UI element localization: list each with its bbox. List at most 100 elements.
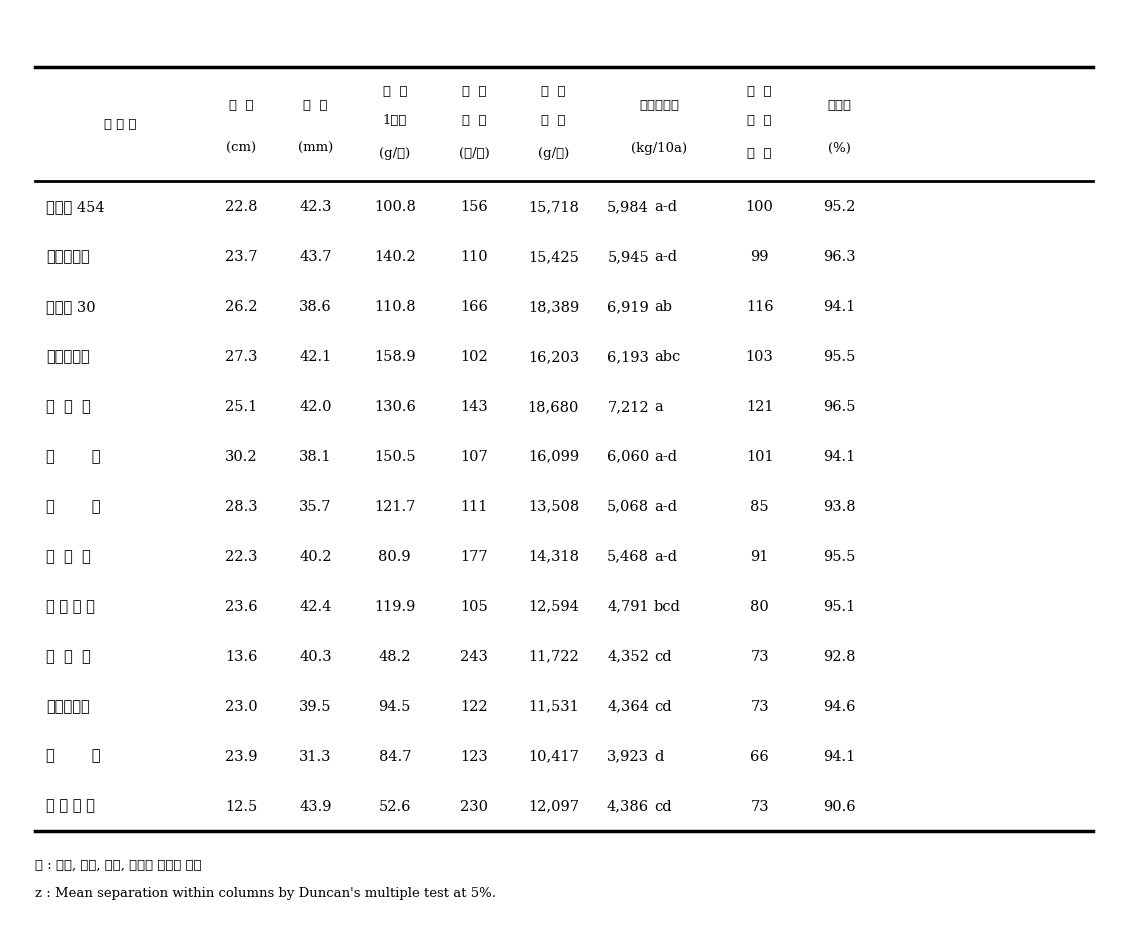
Text: 품 종 명: 품 종 명 <box>104 118 136 131</box>
Text: 94.6: 94.6 <box>822 699 855 713</box>
Text: (g/개): (g/개) <box>379 147 411 160</box>
Text: 84.7: 84.7 <box>379 749 411 763</box>
Text: 93.8: 93.8 <box>822 499 855 513</box>
Text: 143: 143 <box>460 400 488 413</box>
Text: 243: 243 <box>460 649 488 663</box>
Text: 111: 111 <box>460 499 487 513</box>
Text: 177: 177 <box>460 549 488 564</box>
Text: 상  품: 상 품 <box>748 85 772 98</box>
Text: (kg/10a): (kg/10a) <box>632 142 687 155</box>
Text: 35.7: 35.7 <box>299 499 332 513</box>
Text: 백        옥: 백 옥 <box>46 749 100 763</box>
Text: 101: 101 <box>746 449 774 464</box>
Text: 100: 100 <box>746 200 774 213</box>
Text: 94.1: 94.1 <box>823 300 855 313</box>
Text: 녹        봉: 녹 봉 <box>46 499 100 513</box>
Text: 12,097: 12,097 <box>528 799 579 813</box>
Text: 42.4: 42.4 <box>299 599 332 613</box>
Text: 15,718: 15,718 <box>528 200 579 213</box>
Text: (g/주): (g/주) <box>538 147 569 160</box>
Text: 1과중: 1과중 <box>382 113 407 127</box>
Text: 100.8: 100.8 <box>373 200 416 213</box>
Text: 150.5: 150.5 <box>374 449 415 464</box>
Text: 123: 123 <box>460 749 488 763</box>
Text: 23.6: 23.6 <box>226 599 257 613</box>
Text: 과  중: 과 중 <box>541 113 565 127</box>
Text: 80.9: 80.9 <box>379 549 411 564</box>
Text: 5,068: 5,068 <box>607 499 649 513</box>
Text: 오  돌  이: 오 돌 이 <box>46 649 91 663</box>
Text: 나가레이시: 나가레이시 <box>46 699 90 713</box>
Text: 18,389: 18,389 <box>528 300 579 313</box>
Text: 14,318: 14,318 <box>528 549 579 564</box>
Text: (%): (%) <box>828 142 851 155</box>
Text: 92.8: 92.8 <box>822 649 855 663</box>
Text: 40.3: 40.3 <box>299 649 332 663</box>
Text: 43.9: 43.9 <box>299 799 332 813</box>
Text: 121.7: 121.7 <box>374 499 415 513</box>
Text: z : Mean separation within columns by Duncan's multiple test at 5%.: z : Mean separation within columns by Du… <box>35 886 496 899</box>
Text: 18,680: 18,680 <box>528 400 579 413</box>
Text: 상품율: 상품율 <box>827 99 851 112</box>
Text: 22.3: 22.3 <box>226 549 257 564</box>
Text: a-d: a-d <box>654 499 677 513</box>
Text: 39.5: 39.5 <box>299 699 332 713</box>
Text: 5,984: 5,984 <box>607 200 649 213</box>
Text: 13,508: 13,508 <box>528 499 579 513</box>
Text: cd: cd <box>654 799 672 813</box>
Text: 94.1: 94.1 <box>823 749 855 763</box>
Text: 7,212: 7,212 <box>607 400 649 413</box>
Text: 백  돌  이: 백 돌 이 <box>46 549 91 564</box>
Text: 110.8: 110.8 <box>374 300 415 313</box>
Text: 66: 66 <box>750 749 769 763</box>
Text: 96.5: 96.5 <box>822 400 855 413</box>
Text: 95.5: 95.5 <box>822 549 855 564</box>
Text: a-d: a-d <box>654 549 677 564</box>
Text: a-d: a-d <box>654 449 677 464</box>
Text: 26.2: 26.2 <box>226 300 257 313</box>
Text: bcd: bcd <box>654 599 681 613</box>
Text: 16,203: 16,203 <box>528 349 579 364</box>
Text: 42.1: 42.1 <box>299 349 332 364</box>
Text: 23.0: 23.0 <box>226 699 257 713</box>
Text: 94.1: 94.1 <box>823 449 855 464</box>
Text: 95.2: 95.2 <box>822 200 855 213</box>
Text: 96.3: 96.3 <box>822 249 855 264</box>
Text: 드  레  곤: 드 레 곤 <box>46 400 91 413</box>
Text: 166: 166 <box>460 300 488 313</box>
Text: ab: ab <box>654 300 672 313</box>
Text: 30.2: 30.2 <box>226 449 257 464</box>
Text: 10,417: 10,417 <box>528 749 579 763</box>
Text: 엔에스 454: 엔에스 454 <box>46 200 105 213</box>
Text: 43.7: 43.7 <box>299 249 332 264</box>
Text: 80: 80 <box>750 599 769 613</box>
Text: 4,364: 4,364 <box>607 699 649 713</box>
Text: 수  확: 수 확 <box>541 85 565 98</box>
Text: 130.6: 130.6 <box>373 400 416 413</box>
Text: 수  량: 수 량 <box>748 113 772 127</box>
Text: 22.8: 22.8 <box>226 200 257 213</box>
Text: 94.5: 94.5 <box>379 699 411 713</box>
Text: 3,923: 3,923 <box>607 749 649 763</box>
Text: 5,945: 5,945 <box>607 249 649 264</box>
Text: 38.6: 38.6 <box>299 300 332 313</box>
Text: 99: 99 <box>750 249 769 264</box>
Text: 6,919: 6,919 <box>607 300 649 313</box>
Text: 11,722: 11,722 <box>528 649 579 663</box>
Text: 230: 230 <box>460 799 488 813</box>
Text: 40.2: 40.2 <box>299 549 332 564</box>
Text: 상품수량⍺: 상품수량⍺ <box>640 99 679 112</box>
Text: 지  수: 지 수 <box>748 147 772 160</box>
Text: 수  확: 수 확 <box>461 85 486 98</box>
Text: a-d: a-d <box>654 249 677 264</box>
Text: cd: cd <box>654 649 672 663</box>
Text: (cm): (cm) <box>227 142 256 155</box>
Text: 6,060: 6,060 <box>607 449 649 464</box>
Text: 31.3: 31.3 <box>299 749 332 763</box>
Text: 91: 91 <box>750 549 769 564</box>
Text: 평  균: 평 균 <box>382 85 407 98</box>
Text: 4,791: 4,791 <box>607 599 649 613</box>
Text: 15,425: 15,425 <box>528 249 579 264</box>
Text: 우루마나까: 우루마나까 <box>46 249 90 264</box>
Text: 52.6: 52.6 <box>379 799 411 813</box>
